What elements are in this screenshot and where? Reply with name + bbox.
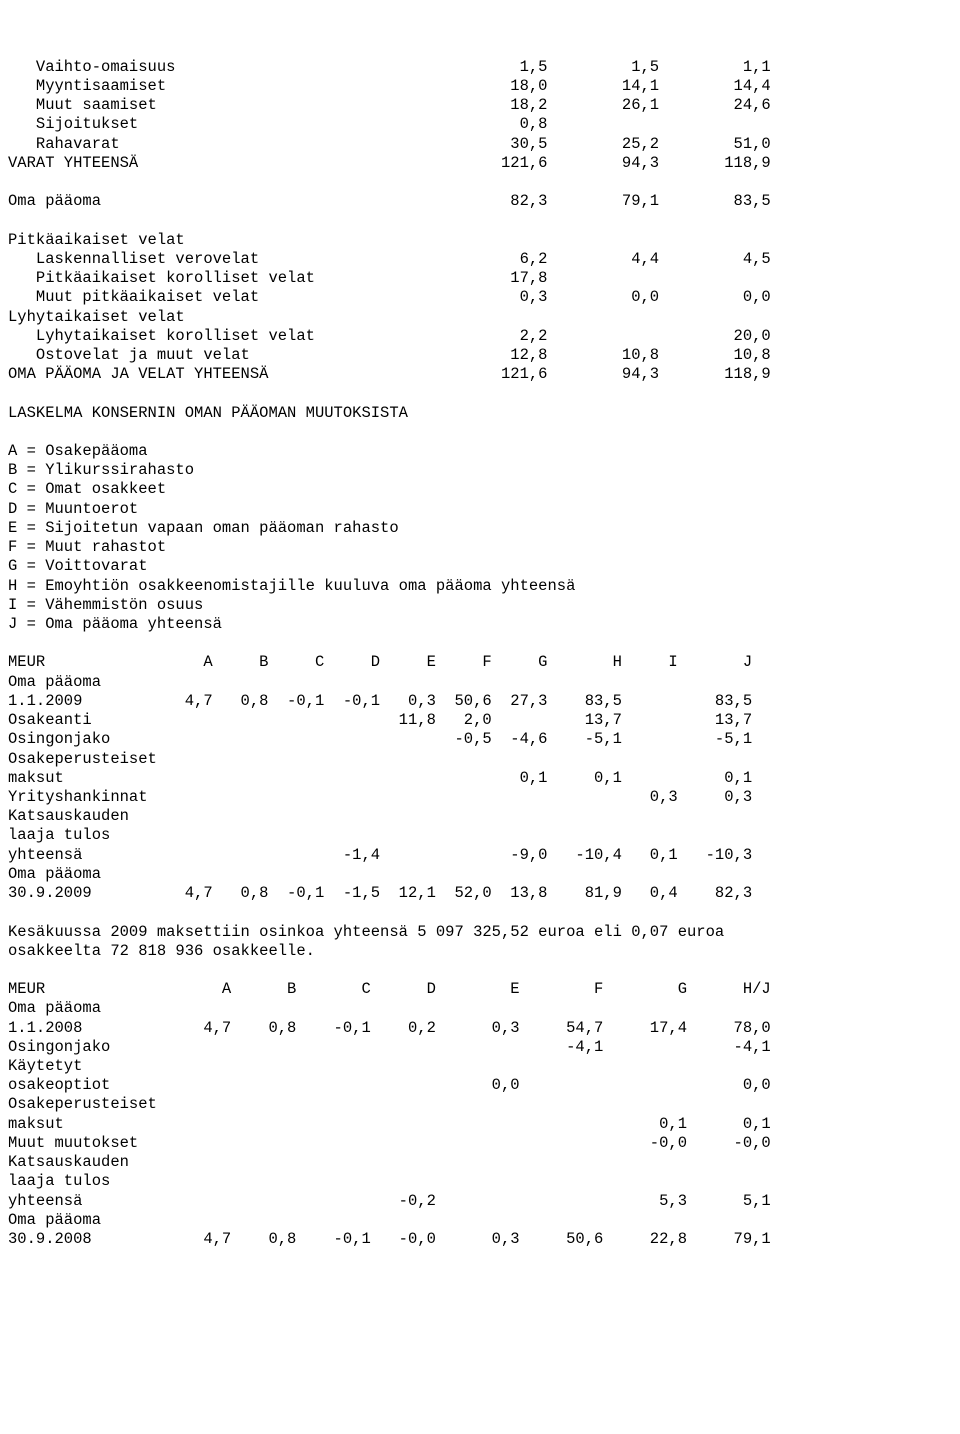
- section-title: LASKELMA KONSERNIN OMAN PÄÄOMAN MUUTOKSI…: [8, 404, 408, 422]
- equity-table-1: MEUR A B C D E F G H I J Oma pääoma 1.1.…: [8, 653, 752, 902]
- document-page: Vaihto-omaisuus 1,5 1,5 1,1 Myyntisaamis…: [0, 58, 960, 1250]
- equity-table-2: MEUR A B C D E F G H/J Oma pääoma 1.1.20…: [8, 980, 771, 1248]
- dividend-note: Kesäkuussa 2009 maksettiin osinkoa yhtee…: [8, 923, 724, 960]
- legend-block: A = Osakepääoma B = Ylikurssirahasto C =…: [8, 442, 575, 633]
- balance-table: Vaihto-omaisuus 1,5 1,5 1,1 Myyntisaamis…: [8, 58, 771, 384]
